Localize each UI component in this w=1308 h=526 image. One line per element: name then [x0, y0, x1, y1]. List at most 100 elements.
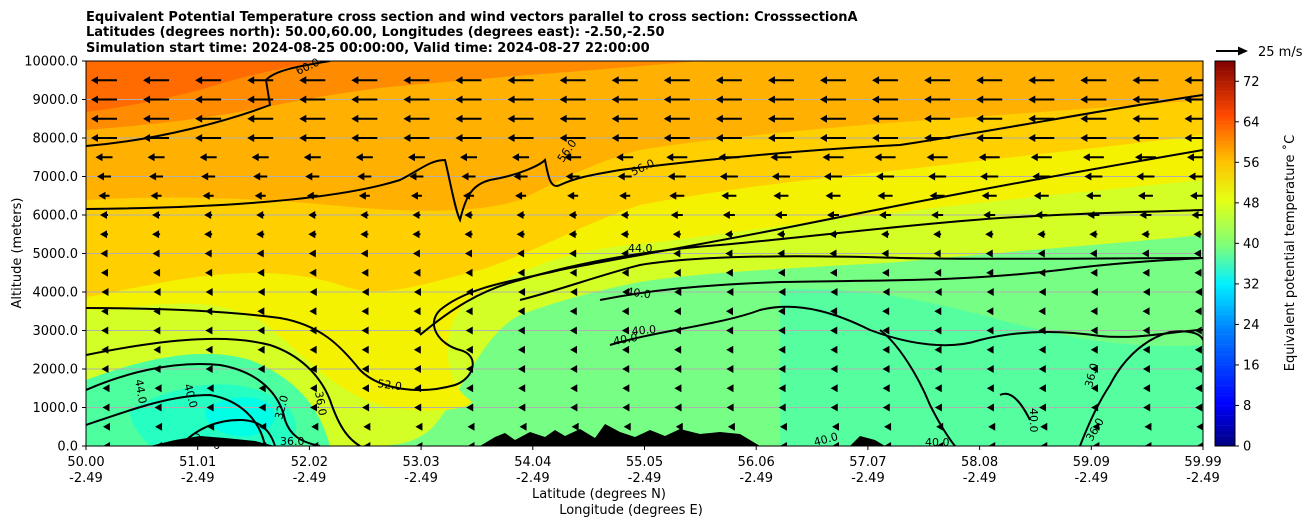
wind-vector	[305, 172, 320, 181]
wind-vector	[1090, 288, 1098, 296]
wind-vector	[621, 307, 629, 316]
wind-vector	[623, 442, 631, 446]
x-tick-label-lat: 53.03	[402, 455, 439, 470]
wind-vector	[519, 442, 527, 446]
wind-vector	[412, 230, 421, 239]
wind-vector	[933, 230, 942, 239]
wind-vector	[673, 249, 681, 258]
wind-vector	[983, 211, 996, 219]
wind-vector	[622, 345, 630, 354]
wind-vector	[778, 307, 786, 316]
wind-vector	[258, 403, 266, 412]
wind-vector	[1194, 249, 1202, 258]
wind-vector	[779, 442, 787, 446]
wind-vector	[830, 365, 838, 373]
x-tick-label-lat: 59.09	[1073, 455, 1110, 470]
wind-vector	[363, 422, 371, 431]
wind-vector	[355, 153, 373, 162]
colorbar-tick-label: 40	[1243, 237, 1260, 252]
wind-vector	[622, 384, 630, 393]
wind-vector	[623, 422, 631, 431]
wind-vector	[832, 422, 840, 431]
wind-vector	[152, 249, 160, 258]
wind-vector	[829, 230, 838, 239]
wind-vector	[986, 326, 994, 335]
contour-label-40d: 40.0	[181, 382, 200, 409]
wind-vector	[872, 134, 899, 142]
wind-vector	[569, 307, 577, 316]
wind-vector	[776, 230, 785, 239]
wind-vector	[102, 384, 110, 393]
wind-vector	[1195, 384, 1203, 393]
wind-vector	[725, 249, 733, 258]
wind-vector-field	[91, 76, 1203, 446]
wind-vector	[877, 191, 893, 200]
wind-vector	[153, 288, 161, 296]
wind-vector	[256, 249, 264, 258]
wind-vector	[767, 95, 794, 104]
wind-vector	[611, 134, 638, 142]
wind-vector	[1089, 249, 1097, 258]
wind-vector	[205, 365, 213, 373]
wind-vector	[773, 191, 789, 200]
wind-vector	[202, 191, 214, 200]
wind-vector	[827, 211, 840, 219]
wind-vector	[150, 191, 162, 200]
wind-vector	[306, 191, 318, 200]
x-tick-label-lat: 52.02	[291, 455, 328, 470]
wind-vector	[1142, 288, 1150, 296]
wind-vector	[309, 365, 317, 373]
wind-vector	[143, 95, 170, 104]
contour-60	[86, 61, 331, 147]
wind-vector	[256, 230, 265, 239]
wind-vector	[413, 365, 421, 373]
wind-vector	[518, 403, 526, 412]
wind-vector	[767, 76, 794, 85]
wind-vector	[455, 134, 482, 142]
wind-vector	[303, 153, 321, 162]
wind-vector	[884, 422, 892, 431]
colorbar-tick-label: 8	[1243, 399, 1251, 414]
wind-vector	[1132, 95, 1159, 104]
wind-vector	[362, 403, 370, 412]
wind-vector	[978, 153, 1000, 162]
wind-vector	[518, 288, 526, 296]
wind-vector	[715, 134, 742, 142]
wind-vector	[936, 422, 944, 431]
wind-vector	[308, 249, 316, 258]
wind-vector	[455, 114, 482, 123]
y-axis-label: Altitude (meters)	[10, 198, 25, 309]
x-tick-label-lon: -2.49	[963, 471, 997, 486]
wind-vector	[622, 288, 630, 296]
x-tick-label-lon: -2.49	[69, 471, 103, 486]
wind-vector	[820, 134, 847, 142]
wind-vector	[247, 134, 274, 142]
contour-44	[86, 255, 1203, 446]
wind-vector	[986, 307, 994, 316]
wind-vector	[257, 307, 265, 316]
chart-title-line-2: Latitudes (degrees north): 50.00,60.00, …	[86, 25, 665, 40]
wind-vector	[195, 134, 222, 142]
wind-vector	[924, 134, 951, 142]
wind-vector	[929, 191, 945, 200]
wind-vector	[455, 95, 482, 104]
wind-vector	[674, 288, 682, 296]
wind-vector	[519, 422, 527, 431]
wind-vector	[976, 76, 1003, 85]
wind-vector	[872, 114, 899, 123]
wind-vector	[675, 422, 683, 431]
wind-vector	[571, 442, 579, 446]
colorbar-gradient	[1215, 61, 1235, 446]
wind-vector	[101, 365, 109, 373]
contour-52	[86, 149, 1203, 391]
wind-vector	[622, 403, 630, 412]
wind-vector	[1141, 249, 1149, 258]
wind-vector	[565, 172, 580, 181]
wind-vector	[611, 76, 638, 85]
wind-vector	[153, 345, 161, 354]
wind-vector	[101, 345, 109, 354]
wind-vector	[1090, 268, 1098, 277]
wind-vector	[91, 76, 117, 85]
wind-vector	[1080, 134, 1107, 142]
wind-vector	[726, 288, 734, 296]
